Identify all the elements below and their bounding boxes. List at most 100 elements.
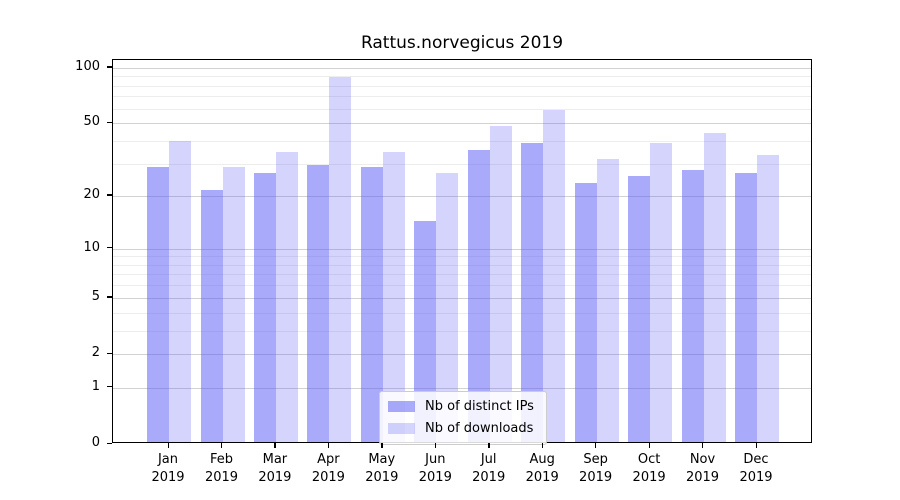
x-tick-label-month: Jul [480, 452, 497, 467]
legend-swatch-nb-of-downloads [388, 423, 415, 434]
plot-area: Nb of distinct IPs Nb of downloads [112, 59, 812, 445]
x-tick-label: Jun 2019 [406, 451, 464, 487]
x-tick-label-year: 2019 [739, 470, 773, 485]
bar-nb-of-distinct-ips-sep [574, 182, 597, 442]
x-tick [488, 443, 490, 448]
x-tick [274, 443, 276, 448]
x-tick-label-year: 2019 [525, 470, 559, 485]
legend-swatch-nb-of-distinct-ips [388, 401, 415, 412]
y-tick [107, 247, 112, 249]
x-tick-label-month: Aug [529, 452, 555, 467]
y-tick [107, 296, 112, 298]
legend: Nb of distinct IPs Nb of downloads [379, 391, 547, 445]
gridline-minor [113, 264, 811, 266]
gridline-major [113, 297, 811, 299]
bar-nb-of-distinct-ips-feb [200, 190, 223, 442]
y-tick-label: 0 [91, 435, 100, 450]
x-tick-label-month: Apr [317, 452, 340, 467]
gridline-minor [113, 285, 811, 287]
x-tick-label: Mar 2019 [246, 451, 304, 487]
x-tick-label-month: Mar [262, 452, 288, 467]
y-tick-label: 50 [83, 114, 100, 130]
gridline-minor [113, 256, 811, 258]
x-tick [221, 443, 223, 448]
gridline-major [113, 195, 811, 197]
x-tick-label: Oct 2019 [620, 451, 678, 487]
y-tick-label: 20 [83, 186, 100, 202]
x-tick-label: May 2019 [353, 451, 411, 487]
x-tick-label-year: 2019 [418, 470, 452, 485]
gridline-minor [113, 85, 811, 87]
x-tick-label-month: Jan [157, 452, 179, 467]
y-tick-label: 2 [91, 345, 100, 361]
y-tick-label: 1 [91, 378, 100, 394]
bar-nb-of-distinct-ips-jun [414, 221, 437, 442]
x-tick [648, 443, 650, 448]
y-tick [107, 194, 112, 196]
x-tick-label: Apr 2019 [299, 451, 357, 487]
gridline-major [113, 387, 811, 389]
x-tick [167, 443, 169, 448]
x-tick-label-month: May [368, 452, 396, 467]
x-tick [595, 443, 597, 448]
legend-label: Nb of distinct IPs [425, 399, 534, 414]
gridline-minor [113, 108, 811, 110]
y-tick [107, 121, 112, 124]
bar-nb-of-downloads-apr [329, 76, 352, 442]
x-tick-label-year: 2019 [151, 470, 185, 485]
gridline-minor [113, 96, 811, 98]
gridline-minor [113, 274, 811, 276]
chart-title: Rattus.norvegicus 2019 [360, 33, 564, 53]
x-tick [541, 443, 544, 448]
x-tick-label-month: Jun [425, 452, 446, 467]
gridline-major [113, 248, 811, 250]
x-tick [434, 443, 437, 448]
bar-nb-of-downloads-may [382, 152, 405, 442]
legend-entry: Nb of downloads [388, 420, 536, 437]
x-tick [702, 443, 704, 448]
x-tick [327, 443, 330, 448]
bar-nb-of-distinct-ips-oct [628, 176, 651, 442]
x-tick-label-month: Dec [743, 452, 769, 467]
gridline-minor [113, 164, 811, 165]
legend-entry: Nb of distinct IPs [388, 398, 536, 415]
y-tick-label: 5 [91, 288, 100, 304]
bar-nb-of-downloads-sep [596, 159, 619, 442]
y-tick-label: 100 [75, 58, 100, 74]
x-tick-label-year: 2019 [632, 470, 666, 485]
gridline-major [113, 123, 811, 125]
bar-nb-of-distinct-ips-nov [681, 170, 704, 442]
y-tick [107, 352, 112, 355]
x-tick-label: Jan 2019 [139, 451, 197, 487]
bar-nb-of-distinct-ips-apr [307, 164, 330, 442]
gridline-major [113, 354, 811, 356]
legend-label: Nb of downloads [425, 421, 534, 436]
x-tick-label-year: 2019 [365, 470, 399, 485]
x-tick-label: Nov 2019 [674, 451, 732, 487]
y-tick [107, 442, 112, 444]
bar-nb-of-distinct-ips-aug [521, 143, 544, 442]
x-tick [381, 443, 383, 448]
x-tick-label-year: 2019 [204, 470, 239, 485]
x-tick-label-year: 2019 [579, 470, 613, 485]
gridline-minor [113, 331, 811, 332]
x-tick-label-month: Feb [209, 452, 234, 467]
bar-nb-of-downloads-oct [650, 143, 673, 442]
x-tick [755, 443, 757, 448]
bar-nb-of-distinct-ips-jul [467, 149, 490, 442]
y-tick-label: 10 [83, 239, 100, 255]
bar-nb-of-downloads-aug [543, 109, 566, 442]
x-tick-label: Dec 2019 [727, 451, 785, 487]
gridline-major [113, 67, 811, 69]
x-tick-label: Feb 2019 [193, 451, 251, 487]
y-tick [107, 66, 112, 68]
x-tick-label: Jul 2019 [460, 451, 518, 487]
x-tick-label-year: 2019 [685, 470, 720, 485]
bar-nb-of-downloads-dec [757, 154, 779, 442]
bar-nb-of-downloads-nov [703, 133, 726, 442]
bar-nb-of-distinct-ips-may [360, 167, 383, 442]
x-tick-label-month: Oct [637, 452, 661, 467]
bar-nb-of-downloads-jan [169, 141, 191, 442]
x-tick-label-month: Nov [689, 452, 716, 467]
